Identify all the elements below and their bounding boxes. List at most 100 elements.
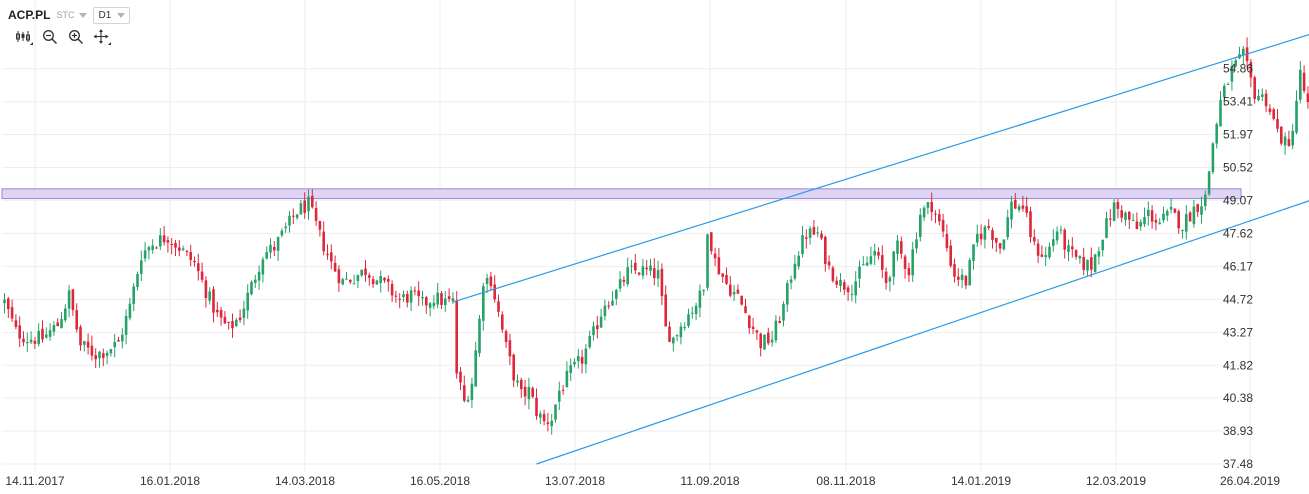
candle [523,380,527,406]
candle [1154,213,1158,231]
candle [257,265,261,290]
candle [1055,226,1059,245]
candle [527,377,531,410]
candle [151,239,154,254]
candle [223,311,227,325]
candle [535,388,538,420]
x-tick-label: 26.04.2019 [1220,474,1280,488]
candle [789,275,793,290]
candle [744,298,747,314]
candle [67,284,71,318]
candle [740,295,743,306]
candle [675,334,679,342]
interval-label: D1 [98,9,112,21]
candle [261,256,265,283]
candle [1059,225,1063,235]
candle [972,244,975,270]
candle [774,315,778,344]
candle [976,224,979,248]
candle [1230,60,1234,91]
x-tick-label: 08.11.2018 [816,474,875,488]
candle [558,381,561,410]
candle [736,284,740,294]
candle [607,301,610,310]
candle [318,220,322,237]
candle [919,208,922,242]
candle [930,192,933,221]
candle [1112,199,1116,222]
candle [193,256,196,267]
candle [706,233,709,291]
candle [1226,82,1230,85]
candles-icon[interactable] [14,28,34,46]
x-tick-label: 16.05.2018 [410,474,470,488]
candle [337,265,341,292]
x-axis: 14.11.2017 16.01.2018 14.03.2018 16.05.2018… [5,474,1280,488]
zoom-out-icon[interactable] [40,28,60,46]
candle [117,336,120,342]
candle [1169,198,1173,214]
candle [1177,209,1180,234]
candle [1105,211,1108,239]
candle [611,291,614,306]
candle [147,245,151,260]
trendline-channel-lower[interactable] [536,152,1309,465]
candle [428,301,432,317]
candle [1234,58,1237,68]
candle [432,295,436,310]
candle [641,258,645,280]
candle [793,254,797,281]
x-tick-label: 11.09.2018 [680,474,739,488]
candle [124,309,128,345]
resistance-band[interactable] [1,188,1242,200]
candle [128,297,132,321]
candle [1036,239,1040,264]
crosshair-move-icon[interactable] [92,28,112,46]
candle [995,237,998,253]
candle [470,377,474,409]
candle [615,288,618,306]
candle [877,247,880,260]
candle [330,244,333,270]
candle [250,280,253,296]
candle [520,377,523,398]
candle [360,269,363,277]
candle [356,274,360,289]
candle [3,293,6,314]
candle [824,235,827,272]
trendline-channel-upper[interactable] [452,31,1309,303]
candle [83,340,86,352]
symbol-type-label: STC [56,10,75,20]
candle [7,296,10,319]
candle [888,275,892,292]
candle [516,374,519,387]
candle [1280,126,1283,146]
candle [603,299,607,321]
candle [1044,246,1047,266]
x-tick-label: 14.01.2019 [951,474,1011,488]
candle [102,348,105,367]
candle [717,248,721,276]
candle [767,327,770,346]
candle [489,271,493,291]
zoom-in-icon[interactable] [66,28,86,46]
interval-select[interactable]: D1 [93,6,131,24]
candle [694,302,698,321]
candle [341,277,344,286]
candle [246,284,249,319]
candle [1291,123,1294,150]
candle [1143,207,1146,227]
candle [1264,89,1268,113]
symbol-type-select[interactable]: STC [56,10,88,20]
candle [371,275,375,288]
candle [299,199,303,215]
candle [873,243,876,266]
candle [1249,58,1253,88]
candle [364,260,367,282]
candle [577,348,580,369]
candle [474,341,477,387]
candle [33,336,37,350]
candle [121,328,124,349]
candle [227,321,230,330]
